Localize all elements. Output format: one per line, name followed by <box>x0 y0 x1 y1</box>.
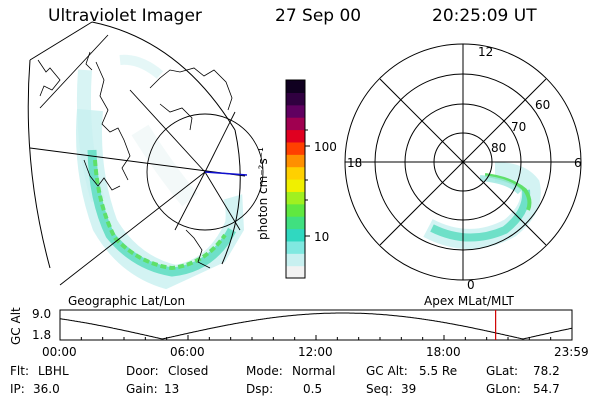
altitude-y-bottom: 1.8 <box>32 328 52 342</box>
colorbar-segment <box>286 203 305 217</box>
colorbar-segment <box>286 166 305 180</box>
polar-map <box>344 43 582 281</box>
mode-label: Mode: <box>246 364 283 378</box>
observation-date: 27 Sep 00 <box>275 6 362 26</box>
colorbar-segment <box>286 129 305 143</box>
mlat-60-label: 60 <box>535 98 551 112</box>
observation-time: 20:25:09 UT <box>432 6 537 26</box>
colorbar-tick-100: 100 <box>314 140 337 154</box>
colorbar-segment <box>286 104 305 118</box>
colorbar-segment <box>286 191 305 205</box>
mlat-80-label: 80 <box>491 141 507 155</box>
mlt-0-label: 0 <box>467 278 475 292</box>
altitude-y-top: 9.0 <box>32 307 52 321</box>
colorbar-ticks <box>305 129 310 237</box>
colorbar-unit-label: photon cm⁻²s⁻¹ <box>256 147 270 240</box>
flt-label: Flt: <box>10 364 29 378</box>
geo-panel-label: Geographic Lat/Lon <box>68 294 186 308</box>
ip-label: IP: <box>10 382 25 396</box>
color-scale-bar <box>285 79 306 279</box>
colorbar-segment <box>286 141 305 155</box>
seq-label: Seq: <box>366 382 393 396</box>
colorbar-segment <box>286 117 305 131</box>
mlt-18-label: 18 <box>347 156 363 170</box>
altitude-x-ticks <box>59 335 573 340</box>
geo-aurora <box>76 54 244 292</box>
x-tick-label: 12:00 <box>298 345 333 359</box>
mlt-6-label: 6 <box>574 156 582 170</box>
gcalt-label: GC Alt: <box>366 364 408 378</box>
glat-label: GLat: <box>486 364 519 378</box>
dsp-value: 0.5 <box>303 382 323 396</box>
colorbar-segment <box>286 240 305 254</box>
mlt-12-label: 12 <box>478 45 494 59</box>
colorbar-segment <box>286 92 305 106</box>
glat-value: 78.2 <box>533 364 560 378</box>
gain-value: 13 <box>164 382 180 396</box>
colorbar-frame <box>285 79 306 279</box>
x-tick-label: 06:00 <box>170 345 205 359</box>
mode-value: Normal <box>292 364 336 378</box>
altitude-curve <box>59 312 573 340</box>
colorbar-segment <box>286 228 305 242</box>
mlat-70-label: 70 <box>511 120 527 134</box>
flt-value: LBHL <box>38 364 69 378</box>
polar-aurora <box>423 162 541 249</box>
colorbar-segment <box>286 179 305 192</box>
x-tick-label: 23:59 <box>554 345 589 359</box>
glon-value: 54.7 <box>533 382 560 396</box>
glon-label: GLon: <box>486 382 521 396</box>
door-value: Closed <box>168 364 209 378</box>
door-label: Door: <box>126 364 159 378</box>
altitude-y-label: GC Alt <box>9 307 23 345</box>
colorbar-segment <box>286 80 305 93</box>
colorbar-segment <box>286 253 305 267</box>
colorbar-segment <box>286 154 305 168</box>
x-tick-label: 18:00 <box>426 345 461 359</box>
gcalt-value: 5.5 Re <box>419 364 458 378</box>
colorbar-tick-10: 10 <box>314 230 330 244</box>
ip-value: 36.0 <box>33 382 60 396</box>
seq-value: 39 <box>401 382 417 396</box>
dsp-label: Dsp: <box>246 382 274 396</box>
colorbar-segment <box>286 216 305 230</box>
polar-panel-label: Apex MLat/MLT <box>424 294 514 308</box>
colorbar-segment <box>286 265 305 279</box>
gain-label: Gain: <box>126 382 158 396</box>
altitude-plot <box>59 309 573 341</box>
geographic-map <box>27 21 264 292</box>
x-tick-label: 00:00 <box>42 345 77 359</box>
instrument-title: Ultraviolet Imager <box>48 6 202 26</box>
